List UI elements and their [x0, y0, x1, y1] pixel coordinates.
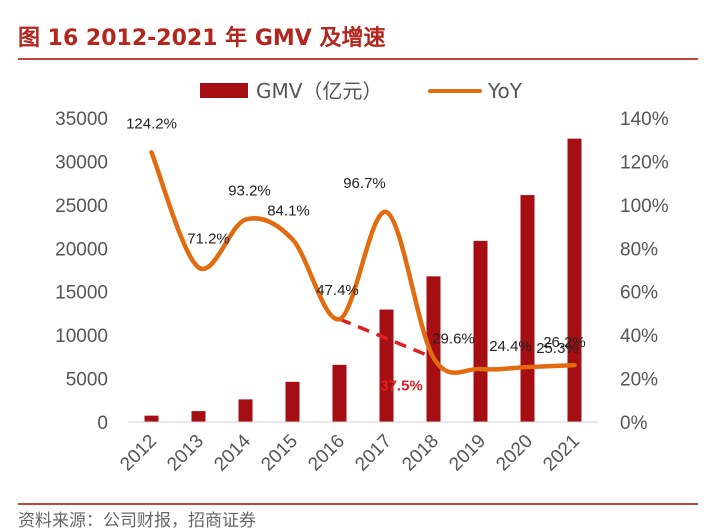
gmv-bar-2019: [473, 240, 488, 422]
gmv-bar-2021: [567, 138, 582, 422]
source-note: 资料来源：公司财报，招商证券: [18, 511, 256, 531]
gmv-bar-2014: [238, 399, 253, 422]
gmv-bar-2016: [332, 364, 347, 422]
figure-title: 图 16 2012-2021 年 GMV 及增速: [18, 26, 386, 51]
yoy-data-label: 24.4%: [489, 338, 532, 355]
y-left-tick-label: 30000: [55, 152, 108, 173]
x-tick-label: 2018: [398, 431, 443, 476]
yoy-data-label: 96.7%: [343, 175, 386, 192]
gmv-yoy-chart: GMV（亿元） YoY 0 5000 10000 15000 20000 25000 300…: [55, 79, 669, 476]
y-right-tick-label: 60%: [620, 283, 658, 304]
y-right-tick-label: 140%: [620, 109, 669, 130]
yoy-data-label: 26.2%: [543, 334, 586, 351]
y-left-tick-label: 20000: [55, 239, 108, 260]
gmv-bar-2013: [191, 411, 206, 422]
chart-legend: GMV（亿元） YoY: [200, 79, 523, 103]
x-tick-label: 2014: [210, 430, 255, 475]
cagr-annotation-label: 37.5%: [380, 377, 423, 394]
cagr-dashed-line: [338, 317, 435, 360]
x-tick-label: 2021: [539, 431, 584, 476]
yoy-line-layer: [149, 150, 577, 375]
source-divider: [18, 503, 698, 505]
gmv-bar-2012: [144, 415, 159, 422]
gmv-bar-2017: [379, 309, 394, 422]
y-left-tick-label: 0: [97, 413, 108, 434]
yoy-data-label: 124.2%: [126, 115, 177, 132]
x-tick-label: 2017: [351, 431, 396, 476]
gmv-bar-2015: [285, 381, 300, 422]
legend-label-gmv: GMV（亿元）: [256, 79, 382, 103]
yoy-data-label: 29.6%: [432, 331, 475, 348]
y-left-tick-label: 25000: [55, 196, 108, 217]
y-axis-right: 0% 20% 40% 60% 80% 100% 120% 140%: [620, 109, 669, 434]
x-tick-label: 2016: [304, 431, 349, 476]
x-tick-label: 2012: [116, 431, 161, 476]
y-right-tick-label: 0%: [620, 413, 648, 434]
title-divider: [18, 58, 698, 60]
y-right-tick-label: 120%: [620, 152, 669, 173]
x-axis: 2012 2013 2014 2015 2016 2017 2018 2019 2020 2021: [116, 421, 598, 476]
y-left-tick-label: 15000: [55, 283, 108, 304]
yoy-line: [149, 150, 577, 375]
yoy-data-label: 47.4%: [316, 282, 359, 299]
x-tick-label: 2015: [257, 431, 302, 476]
annotation-layer: 37.5%: [338, 317, 435, 394]
yoy-data-label: 84.1%: [267, 202, 310, 219]
y-right-tick-label: 100%: [620, 196, 669, 217]
y-left-tick-label: 35000: [55, 109, 108, 130]
x-tick-label: 2013: [163, 431, 208, 476]
y-right-tick-label: 80%: [620, 239, 658, 260]
legend-swatch-gmv: [200, 83, 248, 98]
yoy-labels: 124.2% 71.2% 93.2% 84.1% 47.4% 96.7% 29.6% 24.4…: [126, 115, 586, 357]
y-left-tick-label: 5000: [66, 370, 108, 391]
yoy-data-label: 71.2%: [187, 230, 230, 247]
gmv-bar-2020: [520, 195, 535, 422]
gmv-bar-2018: [426, 276, 441, 422]
yoy-data-label: 25.3%: [536, 340, 579, 357]
legend-label-yoy: YoY: [487, 79, 523, 103]
x-tick-label: 2019: [445, 431, 490, 476]
y-left-tick-label: 10000: [55, 326, 108, 347]
x-tick-label: 2020: [492, 431, 537, 476]
yoy-data-label: 93.2%: [228, 183, 271, 200]
y-right-tick-label: 20%: [620, 370, 658, 391]
y-right-tick-label: 40%: [620, 326, 658, 347]
y-axis-left: 0 5000 10000 15000 20000 25000 30000 35000: [55, 109, 108, 434]
